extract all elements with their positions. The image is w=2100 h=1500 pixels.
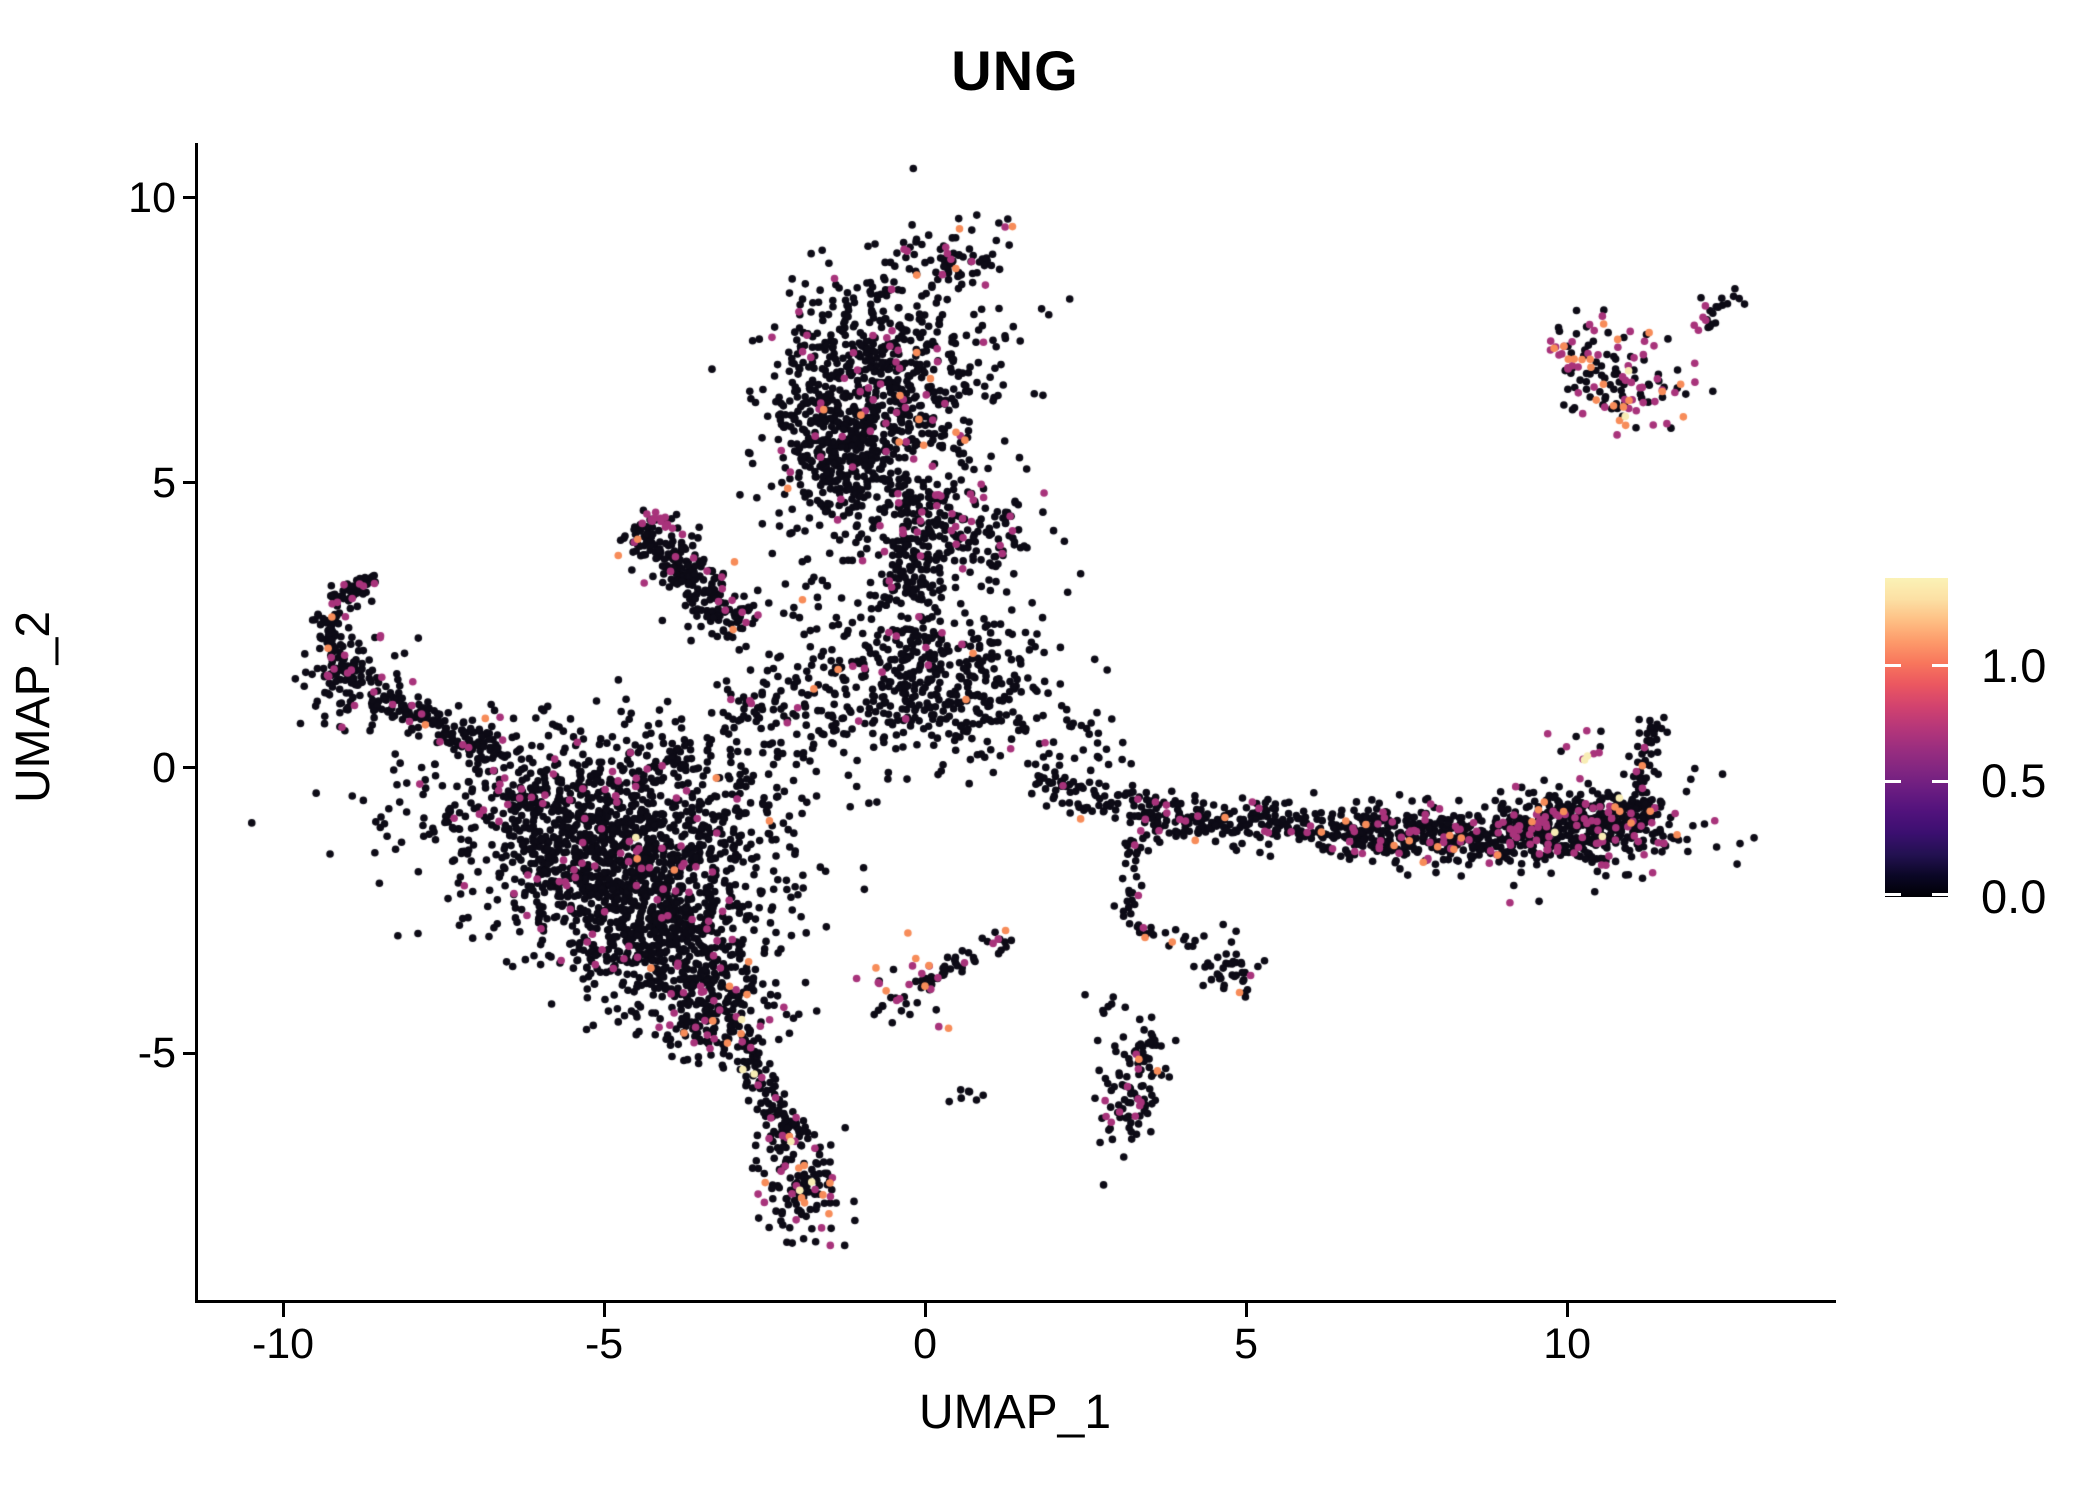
y-tick-mark (183, 766, 197, 770)
y-axis-line (195, 143, 198, 1303)
x-axis-line (195, 1300, 1836, 1303)
y-tick-mark (183, 196, 197, 200)
colorbar-tick-mark (1885, 779, 1901, 783)
x-tick-label: -5 (584, 1320, 624, 1368)
x-tick-mark (1244, 1303, 1248, 1317)
x-tick-label: 5 (1234, 1320, 1259, 1368)
colorbar-tick-mark (1932, 892, 1948, 896)
colorbar-tick-mark (1932, 664, 1948, 668)
x-tick-label: 0 (913, 1320, 938, 1368)
colorbar-gradient (1885, 578, 1948, 897)
x-tick-mark (923, 1303, 927, 1317)
y-tick-mark (183, 481, 197, 485)
colorbar-tick-label: 0.5 (1981, 754, 2047, 808)
x-tick-mark (602, 1303, 606, 1317)
y-axis-title: UMAP_2 (7, 610, 60, 804)
colorbar-tick-mark (1885, 664, 1901, 668)
scatter-points-canvas (197, 143, 1833, 1300)
x-tick-mark (281, 1303, 285, 1317)
plot-title: UNG (951, 39, 1079, 102)
y-tick-label: 0 (152, 743, 176, 792)
x-tick-mark (1565, 1303, 1569, 1317)
colorbar-tick-label: 0.0 (1981, 870, 2047, 923)
y-tick-label: 10 (128, 173, 176, 222)
y-tick-label: 5 (152, 458, 176, 507)
colorbar-tick-mark (1932, 779, 1948, 783)
x-axis-title: UMAP_1 (918, 1386, 1112, 1439)
y-tick-label: -5 (137, 1029, 176, 1078)
x-tick-label: -10 (251, 1320, 315, 1368)
colorbar-tick-mark (1885, 892, 1901, 896)
y-tick-mark (183, 1051, 197, 1055)
colorbar-tick-label: 1.0 (1981, 638, 2047, 692)
x-tick-label: 10 (1543, 1320, 1592, 1368)
